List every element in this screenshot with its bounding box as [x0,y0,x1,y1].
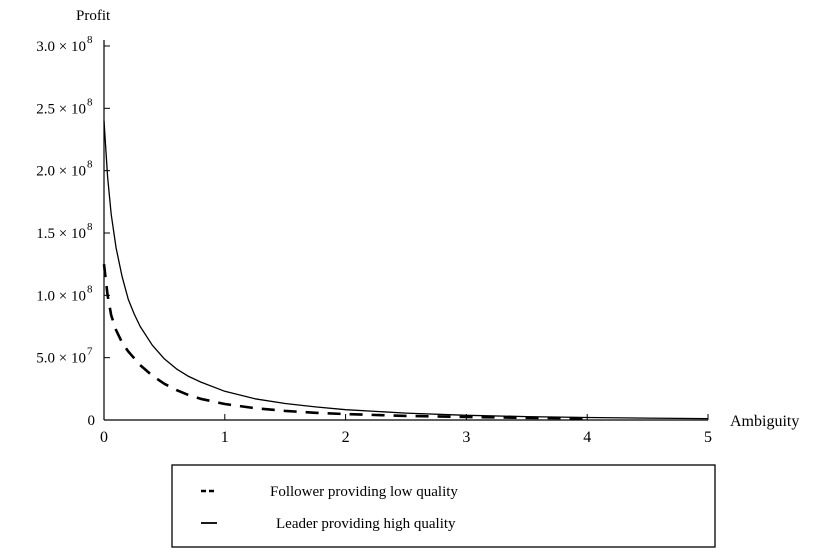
x-tick-label: 0 [100,429,108,446]
y-tick-label: 2.0 × 10 8 [36,159,93,180]
x-tick-label: 5 [704,429,712,446]
x-tick-label: 2 [342,429,350,446]
y-tick-exponent: 8 [87,96,93,108]
y-tick-mantissa: 0 [88,413,96,429]
series-line-follower [102,264,588,420]
y-tick-mantissa: 1.0 × 10 [36,288,86,304]
y-axis-label: Profit [76,8,111,24]
legend-box [171,464,716,548]
legend-label: Leader providing high quality [276,516,456,532]
x-tick-label: 4 [583,429,591,446]
y-tick-label: 3.0 × 10 8 [36,34,93,55]
x-tick-label: 3 [462,429,470,446]
y-tick-label: 1.5 × 10 8 [36,221,93,242]
y-tick-label: 0 [88,413,96,429]
y-tick-exponent: 8 [87,283,93,295]
legend: Follower providing low quality Leader pro… [171,464,716,548]
y-tick-exponent: 7 [87,346,93,358]
y-tick-label: 2.5 × 10 8 [36,96,93,117]
axes: 0 1 2 3 4 505.0 × 10 71.0 × 10 81.5 × 10 82.0 × … [36,34,712,446]
y-tick-mantissa: 3.0 × 10 [36,39,86,55]
y-tick-exponent: 8 [87,159,93,171]
y-tick-exponent: 8 [87,221,93,233]
y-tick-mantissa: 5.0 × 10 [36,351,86,367]
x-axis-label: Ambiguity [730,413,799,430]
y-tick-mantissa: 1.5 × 10 [36,226,86,242]
x-tick-label: 1 [221,429,229,446]
y-tick-label: 5.0 × 10 7 [36,346,93,367]
series-line-leader [103,120,709,420]
legend-label: Follower providing low quality [270,484,458,500]
y-tick-mantissa: 2.5 × 10 [36,101,86,117]
y-tick-mantissa: 2.0 × 10 [36,164,86,180]
y-tick-label: 1.0 × 10 8 [36,283,93,304]
plot-area [102,120,709,420]
y-tick-exponent: 8 [87,34,93,46]
